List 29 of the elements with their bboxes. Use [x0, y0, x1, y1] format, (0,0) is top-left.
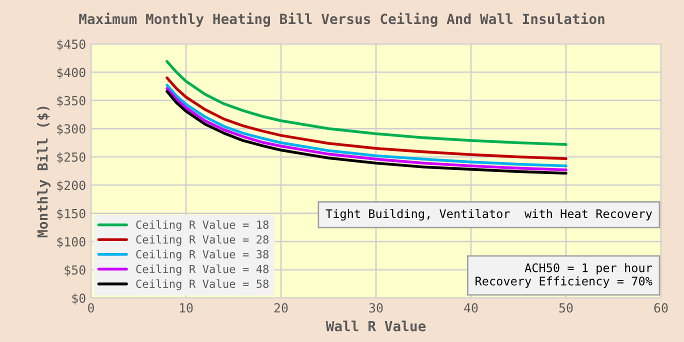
- x-tick-label: 0: [88, 303, 94, 313]
- y-tick-label: $400: [57, 68, 86, 79]
- x-tick-label: 20: [274, 303, 288, 313]
- legend-label: Ceiling R Value = 48: [136, 264, 269, 276]
- y-tick-label: $450: [57, 39, 86, 51]
- legend-label: Ceiling R Value = 38: [136, 250, 269, 261]
- y-tick-label: $150: [57, 208, 86, 220]
- annotation: ACH50 = 1 per hour Recovery Efficiency = 70%: [476, 263, 652, 288]
- y-tick-label: $250: [57, 152, 86, 164]
- chart-title: Maximum Monthly Heating Bill Versus Ceiling And Wall Insulation: [79, 12, 604, 27]
- line-series: [166, 76, 568, 160]
- x-tick-label: 50: [559, 303, 573, 313]
- y-axis-title: Monthly Bill ($): [36, 106, 50, 238]
- y-tick-label: $200: [57, 180, 86, 192]
- y-tick-label: $300: [57, 124, 86, 136]
- legend-label: Ceiling R Value = 28: [136, 235, 269, 246]
- x-tick-label: 30: [369, 303, 383, 313]
- x-axis-title: Wall R Value: [326, 320, 426, 332]
- x-tick-label: 40: [464, 303, 478, 313]
- legend-label: Ceiling R Value = 58: [136, 279, 269, 290]
- y-tick-label: $100: [57, 236, 86, 248]
- y-tick-label: $0: [72, 293, 86, 305]
- x-tick-label: 10: [180, 303, 193, 313]
- annotation: Tight Building, Ventilator with Heat Recovery: [326, 208, 652, 221]
- x-tick-label: 60: [654, 303, 668, 313]
- legend-label: Ceiling R Value = 18: [136, 220, 269, 232]
- y-tick-label: $350: [57, 96, 86, 108]
- y-tick-label: $50: [64, 265, 86, 276]
- line-series: [166, 60, 568, 146]
